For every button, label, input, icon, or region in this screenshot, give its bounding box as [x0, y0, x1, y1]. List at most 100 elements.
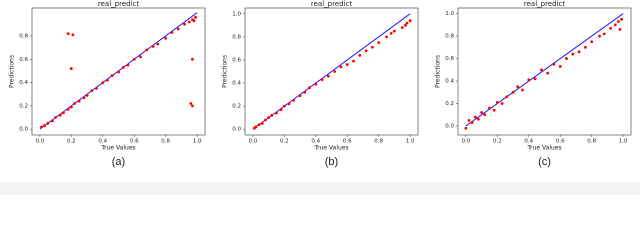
y-tick-label: 0.0	[232, 127, 241, 133]
y-tick-label: 0.8	[19, 33, 28, 39]
point	[546, 71, 550, 75]
point	[270, 113, 274, 117]
point	[620, 17, 623, 21]
point	[183, 22, 186, 26]
point	[110, 74, 114, 77]
point	[151, 45, 155, 48]
point	[264, 118, 267, 122]
point	[488, 106, 491, 110]
point	[189, 102, 193, 105]
x-tick-label: 0.8	[587, 139, 596, 145]
point	[473, 115, 477, 119]
point	[364, 49, 368, 53]
point	[121, 66, 125, 69]
point	[470, 121, 474, 125]
caption: (a)	[112, 156, 125, 168]
point	[275, 111, 278, 115]
point	[345, 63, 349, 66]
x-tick-label: 0.4	[311, 139, 320, 145]
y-axis-label: Predictions	[435, 55, 442, 88]
y-tick-label: 0.2	[232, 104, 241, 110]
x-tick-label: 0.8	[374, 139, 383, 145]
x-axis-label: True Values	[526, 145, 561, 152]
x-tick-label: 0.6	[556, 139, 565, 145]
y-tick-label: 0.8	[445, 34, 454, 40]
plot-frame	[457, 7, 632, 136]
reference-line	[252, 13, 411, 130]
point	[565, 57, 568, 60]
y-tick-label: 0.6	[445, 56, 454, 62]
x-tick-label: 0.2	[493, 139, 502, 145]
point	[117, 70, 120, 74]
point	[492, 108, 496, 112]
point	[358, 53, 362, 57]
point	[404, 23, 407, 27]
caption: (b)	[325, 156, 338, 168]
point	[267, 116, 270, 120]
figure: real_predict 0.0 0.2 0.4 0.6 0.8 1.0 0.0 0.2 0.4 0…	[0, 0, 640, 195]
point	[58, 113, 62, 117]
y-tick-label: 1.0	[232, 11, 241, 17]
point	[385, 35, 388, 39]
x-tick-label: 0.6	[343, 139, 352, 145]
point	[480, 111, 483, 114]
point	[408, 19, 412, 23]
point	[609, 26, 612, 30]
point	[90, 89, 94, 93]
y-tick-label: 0.2	[445, 101, 454, 107]
y-tick-label: 0.4	[232, 81, 241, 87]
x-tick-label: 0.0	[248, 139, 257, 145]
point	[516, 85, 520, 89]
y-axis-label: Predictions	[222, 55, 229, 88]
chart-title: real_predict	[524, 0, 565, 8]
y-tick-label: 0.0	[445, 124, 454, 130]
point	[467, 118, 471, 122]
bottom-strip	[0, 182, 640, 195]
point	[71, 33, 75, 37]
point	[298, 94, 302, 98]
point	[500, 102, 504, 105]
y-tick-label: 1.0	[445, 11, 454, 17]
point	[602, 32, 606, 36]
point	[314, 82, 318, 86]
x-tick-label: 0.8	[161, 139, 170, 145]
point	[101, 81, 105, 84]
point	[46, 121, 50, 125]
point	[571, 52, 575, 56]
point	[191, 104, 194, 108]
point	[66, 32, 70, 36]
point	[170, 31, 174, 34]
y-tick-label: 0.0	[19, 127, 28, 133]
reference-line	[465, 13, 624, 127]
point	[598, 34, 601, 38]
point	[590, 40, 594, 44]
point	[287, 102, 291, 106]
point	[145, 48, 149, 52]
point	[464, 126, 468, 130]
point	[618, 27, 622, 31]
plot-frame	[31, 7, 206, 136]
point	[191, 57, 194, 61]
plot-frame	[244, 7, 419, 136]
point	[552, 62, 556, 66]
point	[583, 45, 587, 49]
point	[352, 59, 355, 63]
y-tick-label: 0.4	[445, 79, 454, 85]
point	[303, 90, 307, 94]
point	[495, 101, 499, 104]
point	[156, 42, 160, 46]
point	[339, 65, 343, 69]
point	[126, 63, 130, 67]
point	[192, 19, 196, 23]
point	[54, 116, 57, 119]
point	[77, 99, 81, 103]
point	[400, 26, 404, 30]
point	[40, 125, 43, 129]
point	[73, 102, 76, 105]
point	[69, 105, 73, 109]
x-tick-label: 0.6	[130, 139, 139, 145]
x-tick-label: 0.2	[67, 139, 76, 145]
x-tick-label: 0.2	[280, 139, 289, 145]
point	[308, 86, 311, 90]
point	[511, 90, 515, 94]
